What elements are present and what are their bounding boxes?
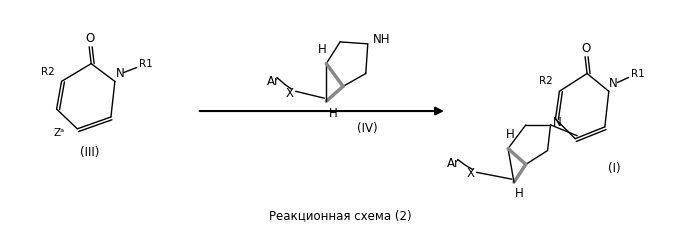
Text: (IV): (IV) [357,122,378,135]
Text: O: O [581,42,591,55]
Text: Реакционная схема (2): Реакционная схема (2) [269,209,411,222]
Text: R1: R1 [630,68,644,79]
Text: N: N [553,116,562,129]
Text: H: H [329,106,338,120]
Text: H: H [318,43,327,56]
Text: N: N [609,77,618,90]
Text: H: H [505,128,514,141]
Text: H: H [514,187,524,199]
Text: Ar: Ar [447,157,460,170]
Text: Zᵃ: Zᵃ [54,128,65,138]
Text: NH: NH [373,33,390,46]
Text: X: X [285,87,294,100]
Text: (III): (III) [80,146,99,159]
Text: X: X [466,167,475,180]
Text: R2: R2 [539,76,552,86]
Text: R1: R1 [139,59,152,69]
Text: N: N [115,67,124,80]
Text: Ar: Ar [267,75,279,88]
Text: (I): (I) [609,162,621,175]
Text: O: O [86,33,95,45]
Text: R2: R2 [40,67,54,76]
